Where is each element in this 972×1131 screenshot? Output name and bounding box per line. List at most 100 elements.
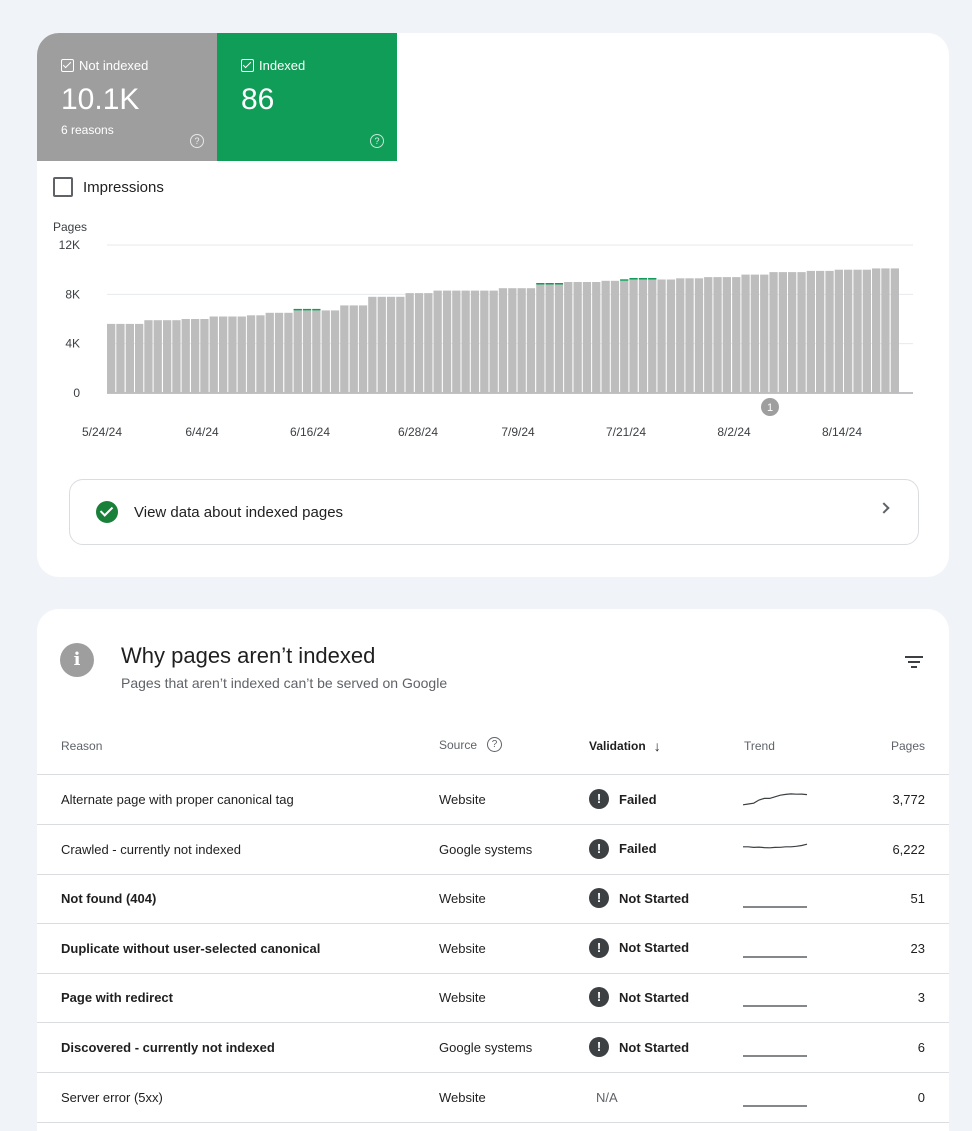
y-tick-label: 0 xyxy=(73,386,80,400)
indexed-bar xyxy=(620,279,629,281)
not-indexed-bar xyxy=(340,305,349,393)
not-indexed-bar xyxy=(470,290,480,393)
help-circle-icon[interactable]: ? xyxy=(190,134,204,148)
not-indexed-bar xyxy=(237,316,246,393)
not-indexed-bar xyxy=(713,277,722,393)
alert-icon: ! xyxy=(589,1037,609,1057)
not-indexed-bar xyxy=(769,272,778,393)
validation-status: Not Started xyxy=(619,940,690,956)
not-indexed-bar xyxy=(265,312,274,393)
indexed-bar xyxy=(536,283,545,285)
indexed-bar xyxy=(293,308,302,311)
not-indexed-bar xyxy=(312,310,321,393)
row-reason: Page with redirect xyxy=(61,990,173,1006)
section-subtitle: Pages that aren’t indexed can’t be serve… xyxy=(121,675,448,691)
x-tick-label: 8/2/24 xyxy=(717,425,751,439)
summary-card: Not indexed 10.1K 6 reasons ? Indexed 86… xyxy=(37,33,949,577)
not-indexed-bar xyxy=(750,274,759,393)
row-source: Website xyxy=(439,792,486,807)
not-indexed-bar xyxy=(144,320,153,393)
indexed-value: 86 xyxy=(241,83,275,116)
row-source: Website xyxy=(439,1089,486,1105)
not-indexed-bar xyxy=(554,284,564,393)
table-row[interactable]: Crawled - currently not indexed Google sy… xyxy=(37,825,949,875)
not-indexed-value: 10.1K xyxy=(61,83,140,116)
table-row[interactable]: Not found (404) Website! Not Started 51 xyxy=(37,874,949,925)
table-header: Reason Source ? Validation ↓ Trend Pages xyxy=(37,727,949,775)
table-row[interactable]: Discovered - currently not indexed Google… xyxy=(37,1023,949,1073)
filter-icon[interactable] xyxy=(904,655,924,669)
row-source: Website xyxy=(439,891,486,907)
check-icon[interactable] xyxy=(241,59,254,72)
check-circle-icon xyxy=(96,501,118,523)
not-indexed-bar xyxy=(125,323,134,393)
not-indexed-bar xyxy=(872,268,881,393)
row-reason: Not found (404) xyxy=(61,891,157,907)
trend-sparkline xyxy=(743,956,807,958)
not-indexed-tile[interactable]: Not indexed 10.1K 6 reasons ? xyxy=(37,33,217,161)
not-indexed-bar xyxy=(806,270,815,393)
check-icon[interactable] xyxy=(61,59,74,72)
not-indexed-bar xyxy=(844,269,853,393)
impressions-toggle[interactable]: Impressions xyxy=(53,177,164,197)
not-indexed-bar xyxy=(778,272,787,393)
not-indexed-reasons: 6 reasons xyxy=(61,123,114,137)
help-circle-icon[interactable]: ? xyxy=(370,134,384,148)
not-indexed-bar xyxy=(732,277,741,393)
checkbox-icon[interactable] xyxy=(53,177,73,197)
annotation-marker[interactable]: 1 xyxy=(761,398,779,416)
table-row[interactable]: Alternate page with proper canonical tag… xyxy=(37,775,949,825)
table-row[interactable]: Server error (5xx) Website N/A 0 xyxy=(37,1073,949,1123)
not-indexed-bar xyxy=(302,310,312,393)
alert-icon: ! xyxy=(589,937,609,958)
validation-status: Not Started xyxy=(619,1039,690,1055)
help-circle-icon[interactable]: ? xyxy=(487,737,503,752)
row-pages: 3,772 xyxy=(892,792,925,807)
header-source[interactable]: Source xyxy=(439,737,478,752)
indexed-bar xyxy=(302,308,312,311)
not-indexed-bar xyxy=(256,315,265,393)
indexed-bar xyxy=(312,308,321,311)
view-indexed-pages-link[interactable]: View data about indexed pages xyxy=(69,479,919,545)
alert-icon: ! xyxy=(589,789,609,809)
table-row[interactable]: Page with redirect Website! Not Started 3 xyxy=(37,973,949,1024)
not-indexed-bar xyxy=(694,278,704,393)
header-reason[interactable]: Reason xyxy=(61,739,103,753)
not-indexed-bar xyxy=(741,274,750,393)
table-row[interactable]: Duplicate without user-selected canonica… xyxy=(37,924,949,974)
x-tick-label: 7/9/24 xyxy=(501,425,535,439)
not-indexed-bar xyxy=(816,270,825,393)
not-indexed-bar xyxy=(396,296,405,393)
not-indexed-bar xyxy=(414,293,424,393)
not-indexed-bar xyxy=(461,290,470,393)
view-indexed-pages-label: View data about indexed pages xyxy=(134,503,344,521)
row-pages: 6 xyxy=(917,1040,925,1055)
arrow-down-icon[interactable]: ↓ xyxy=(653,738,661,754)
not-indexed-bar xyxy=(349,305,358,393)
header-pages[interactable]: Pages xyxy=(890,739,925,753)
row-pages: 51 xyxy=(910,891,925,907)
not-indexed-bar xyxy=(368,296,377,393)
not-indexed-bar xyxy=(797,272,806,393)
impressions-label: Impressions xyxy=(83,178,164,196)
header-validation[interactable]: Validation xyxy=(589,739,646,753)
validation-status: Failed xyxy=(619,841,657,857)
trend-sparkline xyxy=(743,843,808,848)
y-tick-label: 12K xyxy=(59,238,80,252)
not-indexed-bar xyxy=(424,293,433,393)
not-indexed-bar xyxy=(526,288,536,393)
not-indexed-bar xyxy=(834,269,843,393)
indexed-bar xyxy=(554,283,564,285)
not-indexed-bar xyxy=(200,319,209,393)
indexed-tile[interactable]: Indexed 86 ? xyxy=(217,33,397,161)
not-indexed-bar xyxy=(610,280,620,393)
trend-line xyxy=(742,793,808,806)
not-indexed-bar xyxy=(881,268,890,393)
indexed-bar xyxy=(629,278,638,280)
not-indexed-bar xyxy=(358,305,368,393)
validation-status: Not Started xyxy=(619,989,690,1005)
not-indexed-bar xyxy=(853,269,862,393)
not-indexed-bar xyxy=(293,310,302,393)
not-indexed-bar xyxy=(638,279,648,393)
row-reason: Crawled - currently not indexed xyxy=(61,841,241,857)
